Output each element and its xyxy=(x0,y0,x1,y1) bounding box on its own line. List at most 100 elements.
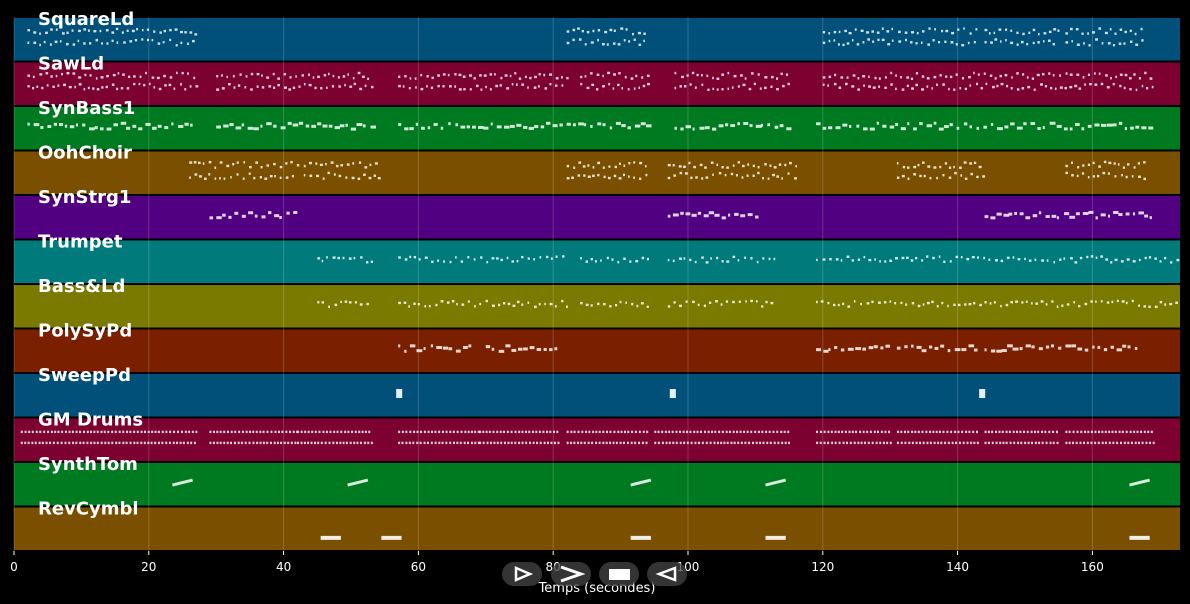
note-mark xyxy=(1005,29,1007,31)
note-mark xyxy=(880,346,883,349)
stop-button[interactable] xyxy=(599,562,639,586)
fast-forward-button[interactable] xyxy=(551,562,591,586)
note-mark xyxy=(895,257,898,259)
note-mark xyxy=(1101,431,1103,433)
track-lane xyxy=(14,196,1180,239)
track-label: RevCymbl xyxy=(38,499,139,520)
note-mark xyxy=(638,87,640,89)
note-mark xyxy=(1014,212,1017,215)
note-mark xyxy=(115,431,117,433)
note-mark xyxy=(1022,73,1024,75)
note-mark xyxy=(968,42,970,44)
note-mark xyxy=(1111,346,1114,349)
track-label: SynStrg1 xyxy=(38,187,131,208)
note-mark xyxy=(864,442,866,444)
note-mark xyxy=(824,442,826,444)
note-mark xyxy=(936,84,938,86)
note-mark xyxy=(908,177,910,179)
note-mark xyxy=(779,163,781,165)
note-mark xyxy=(902,257,905,259)
note-mark xyxy=(602,75,604,77)
note-mark xyxy=(928,27,930,29)
note-mark xyxy=(789,162,792,164)
note-mark xyxy=(1023,122,1026,125)
note-mark xyxy=(549,73,552,75)
note-mark xyxy=(261,74,263,76)
note-mark xyxy=(261,166,263,168)
note-mark xyxy=(936,177,938,179)
note-mark xyxy=(613,42,616,44)
note-mark xyxy=(133,442,135,444)
note-mark xyxy=(988,431,990,433)
note-mark xyxy=(897,347,901,350)
note-mark xyxy=(234,431,236,433)
note-mark xyxy=(720,442,722,444)
note-mark xyxy=(278,431,280,433)
note-mark xyxy=(151,431,153,433)
note-mark xyxy=(1077,175,1079,177)
note-mark xyxy=(500,77,502,79)
note-mark xyxy=(1013,348,1019,351)
note-mark xyxy=(824,431,826,433)
note-block xyxy=(765,536,785,540)
note-mark xyxy=(314,87,316,89)
note-mark xyxy=(1149,442,1151,444)
note-mark xyxy=(717,78,720,80)
note-mark xyxy=(913,166,916,168)
note-mark xyxy=(542,431,544,433)
note-mark xyxy=(974,162,976,164)
note-mark xyxy=(161,442,163,444)
note-mark xyxy=(270,442,272,444)
note-mark xyxy=(420,74,422,76)
note-mark xyxy=(1002,349,1007,352)
note-mark xyxy=(672,442,674,444)
note-mark xyxy=(480,88,482,90)
note-mark xyxy=(823,127,827,130)
note-mark xyxy=(495,85,498,87)
note-mark xyxy=(267,164,270,166)
note-mark xyxy=(921,431,923,433)
note-mark xyxy=(1076,212,1080,215)
note-mark xyxy=(438,442,440,444)
note-mark xyxy=(358,72,361,74)
note-mark xyxy=(555,305,557,307)
play-button[interactable] xyxy=(502,562,542,586)
note-mark xyxy=(467,125,470,128)
note-mark xyxy=(911,87,914,89)
note-mark xyxy=(591,442,593,444)
note-mark xyxy=(683,442,685,444)
note-mark xyxy=(541,125,544,128)
note-mark xyxy=(199,175,202,177)
rewind-button[interactable] xyxy=(647,562,687,586)
note-mark xyxy=(181,431,183,433)
note-mark xyxy=(355,431,357,433)
note-mark xyxy=(340,124,345,127)
note-mark xyxy=(460,126,465,129)
note-mark xyxy=(970,32,972,34)
note-mark xyxy=(913,127,917,130)
note-mark xyxy=(510,75,512,77)
note-mark xyxy=(849,431,851,433)
note-mark xyxy=(950,76,952,78)
note-mark xyxy=(781,73,783,75)
note-mark xyxy=(722,260,724,262)
note-mark xyxy=(951,32,954,34)
note-mark xyxy=(845,83,848,85)
note-mark xyxy=(1063,257,1065,259)
note-mark xyxy=(957,29,959,31)
note-mark xyxy=(413,303,415,305)
note-mark xyxy=(415,77,417,79)
note-mark xyxy=(1021,41,1024,43)
note-mark xyxy=(628,40,630,42)
note-mark xyxy=(933,166,936,168)
note-mark xyxy=(459,88,462,90)
note-mark xyxy=(948,349,951,352)
note-mark xyxy=(320,164,323,166)
note-mark xyxy=(588,176,591,178)
note-mark xyxy=(24,442,26,444)
note-mark xyxy=(248,211,253,214)
note-mark xyxy=(573,123,576,126)
note-mark xyxy=(1101,83,1103,85)
note-mark xyxy=(716,257,718,259)
note-mark xyxy=(194,161,197,163)
